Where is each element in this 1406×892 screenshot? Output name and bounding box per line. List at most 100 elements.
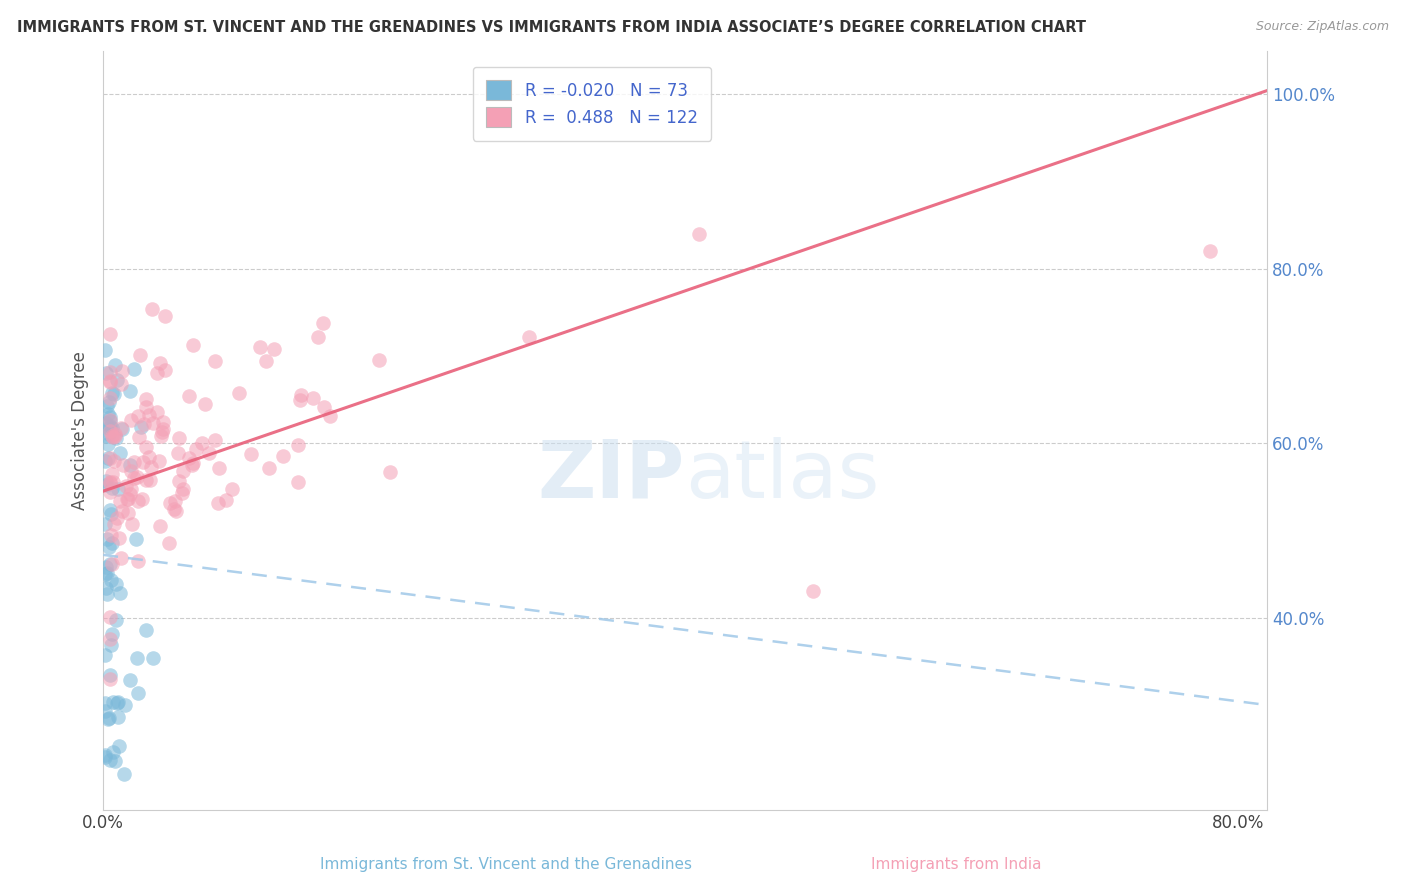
Point bbox=[98, 485, 121, 500]
Point bbox=[165, 493, 187, 508]
Point bbox=[271, 449, 294, 463]
Point bbox=[98, 421, 121, 435]
Point bbox=[378, 465, 401, 479]
Text: Immigrants from St. Vincent and the Grenadines: Immigrants from St. Vincent and the Gren… bbox=[321, 857, 692, 872]
Point bbox=[98, 427, 121, 442]
Point bbox=[93, 454, 115, 468]
Point bbox=[107, 531, 129, 545]
Point bbox=[107, 482, 129, 496]
Point bbox=[128, 494, 150, 508]
Point bbox=[108, 586, 131, 600]
Point bbox=[114, 698, 136, 713]
Point bbox=[98, 392, 121, 406]
Point bbox=[169, 431, 191, 445]
Point bbox=[141, 460, 163, 475]
Point bbox=[150, 425, 173, 439]
Point bbox=[146, 405, 169, 419]
Point bbox=[127, 409, 149, 423]
Point bbox=[104, 613, 127, 627]
Point bbox=[138, 450, 160, 464]
Point bbox=[1199, 244, 1222, 259]
Point bbox=[149, 356, 172, 370]
Point bbox=[124, 455, 146, 469]
Point bbox=[110, 364, 132, 378]
Point bbox=[129, 419, 152, 434]
Point bbox=[166, 446, 188, 460]
Point bbox=[96, 587, 118, 601]
Point bbox=[172, 483, 194, 497]
Point bbox=[167, 474, 190, 488]
Point bbox=[103, 695, 125, 709]
Point bbox=[100, 536, 122, 550]
Point bbox=[103, 430, 125, 444]
Point bbox=[288, 392, 311, 407]
Point bbox=[142, 650, 165, 665]
Point bbox=[110, 377, 132, 392]
Point bbox=[98, 710, 121, 724]
Point bbox=[98, 374, 121, 388]
Point bbox=[101, 627, 124, 641]
Point bbox=[163, 501, 186, 516]
Point bbox=[146, 367, 169, 381]
Point bbox=[254, 354, 277, 368]
Point bbox=[688, 227, 710, 241]
Point bbox=[98, 610, 121, 624]
Point bbox=[98, 475, 121, 490]
Point bbox=[120, 458, 142, 472]
Point bbox=[127, 554, 149, 568]
Point bbox=[105, 373, 128, 387]
Text: Immigrants from India: Immigrants from India bbox=[870, 857, 1042, 872]
Point bbox=[94, 416, 117, 430]
Point bbox=[108, 494, 131, 508]
Point bbox=[239, 447, 262, 461]
Point bbox=[98, 503, 121, 517]
Point bbox=[127, 685, 149, 699]
Text: ZIP: ZIP bbox=[537, 437, 685, 515]
Point bbox=[98, 413, 121, 427]
Point bbox=[94, 704, 117, 718]
Point bbox=[98, 451, 121, 466]
Point bbox=[110, 550, 132, 565]
Point bbox=[97, 541, 120, 555]
Point bbox=[94, 474, 117, 488]
Point bbox=[184, 442, 207, 456]
Point bbox=[101, 429, 124, 443]
Point bbox=[135, 623, 157, 637]
Point bbox=[98, 475, 121, 490]
Point bbox=[112, 767, 135, 781]
Point bbox=[98, 366, 121, 380]
Point bbox=[100, 638, 122, 652]
Point bbox=[207, 495, 229, 509]
Point bbox=[157, 536, 180, 550]
Point bbox=[103, 475, 125, 490]
Point bbox=[110, 422, 132, 436]
Point bbox=[101, 557, 124, 571]
Point bbox=[108, 739, 131, 754]
Point bbox=[312, 401, 335, 415]
Point bbox=[177, 389, 200, 403]
Point bbox=[103, 387, 125, 401]
Point bbox=[117, 506, 139, 520]
Point bbox=[135, 473, 157, 487]
Point bbox=[96, 400, 118, 414]
Point bbox=[93, 696, 115, 710]
Point bbox=[120, 413, 142, 427]
Point bbox=[104, 359, 127, 373]
Point bbox=[103, 754, 125, 768]
Point bbox=[139, 473, 162, 487]
Point bbox=[214, 492, 236, 507]
Point bbox=[131, 492, 153, 507]
Point bbox=[97, 712, 120, 726]
Point bbox=[125, 470, 148, 484]
Point bbox=[368, 352, 391, 367]
Point bbox=[191, 435, 214, 450]
Point bbox=[117, 492, 139, 507]
Point bbox=[121, 464, 143, 478]
Point bbox=[204, 433, 226, 447]
Point bbox=[194, 397, 217, 411]
Point bbox=[98, 557, 121, 571]
Point bbox=[204, 354, 226, 368]
Point bbox=[318, 409, 340, 424]
Point bbox=[93, 648, 115, 663]
Point bbox=[96, 428, 118, 442]
